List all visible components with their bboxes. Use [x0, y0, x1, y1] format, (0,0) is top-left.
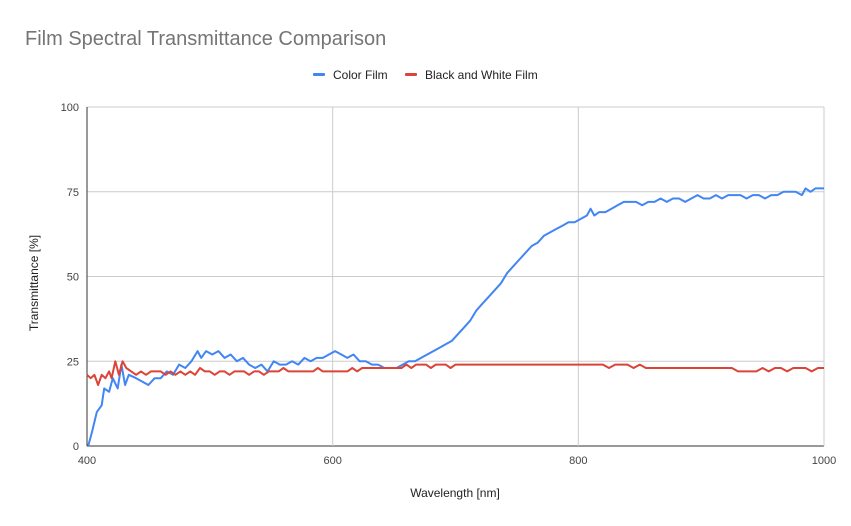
- legend-label-2: Black and White Film: [425, 68, 538, 82]
- x-tick-label: 800: [569, 455, 587, 467]
- y-tick-label: 0: [73, 441, 79, 453]
- x-axis-ticks: 400 600 800 1000: [78, 455, 836, 467]
- series-line-1: [87, 187, 824, 447]
- y-tick-label: 100: [61, 102, 79, 114]
- series-line-2: [86, 360, 824, 386]
- legend-label-1: Color Film: [333, 68, 388, 82]
- legend-swatch-2: [405, 73, 417, 76]
- y-axis-ticks: 0 25 50 75 100: [61, 102, 79, 453]
- x-axis-label: Wavelength [nm]: [410, 486, 500, 500]
- grid-lines: [86, 106, 825, 447]
- chart-title: Film Spectral Transmittance Comparison: [25, 28, 386, 50]
- x-tick-label: 400: [78, 455, 96, 467]
- y-axis-label: Transmittance [%]: [27, 235, 41, 331]
- y-tick-label: 25: [67, 356, 79, 368]
- y-tick-label: 75: [67, 187, 79, 199]
- x-tick-label: 600: [323, 455, 341, 467]
- x-tick-label: 1000: [812, 455, 836, 467]
- y-tick-label: 50: [67, 272, 79, 284]
- series-layer: [86, 187, 824, 447]
- legend: Color Film Black and White Film: [313, 68, 538, 82]
- legend-swatch-1: [313, 73, 325, 76]
